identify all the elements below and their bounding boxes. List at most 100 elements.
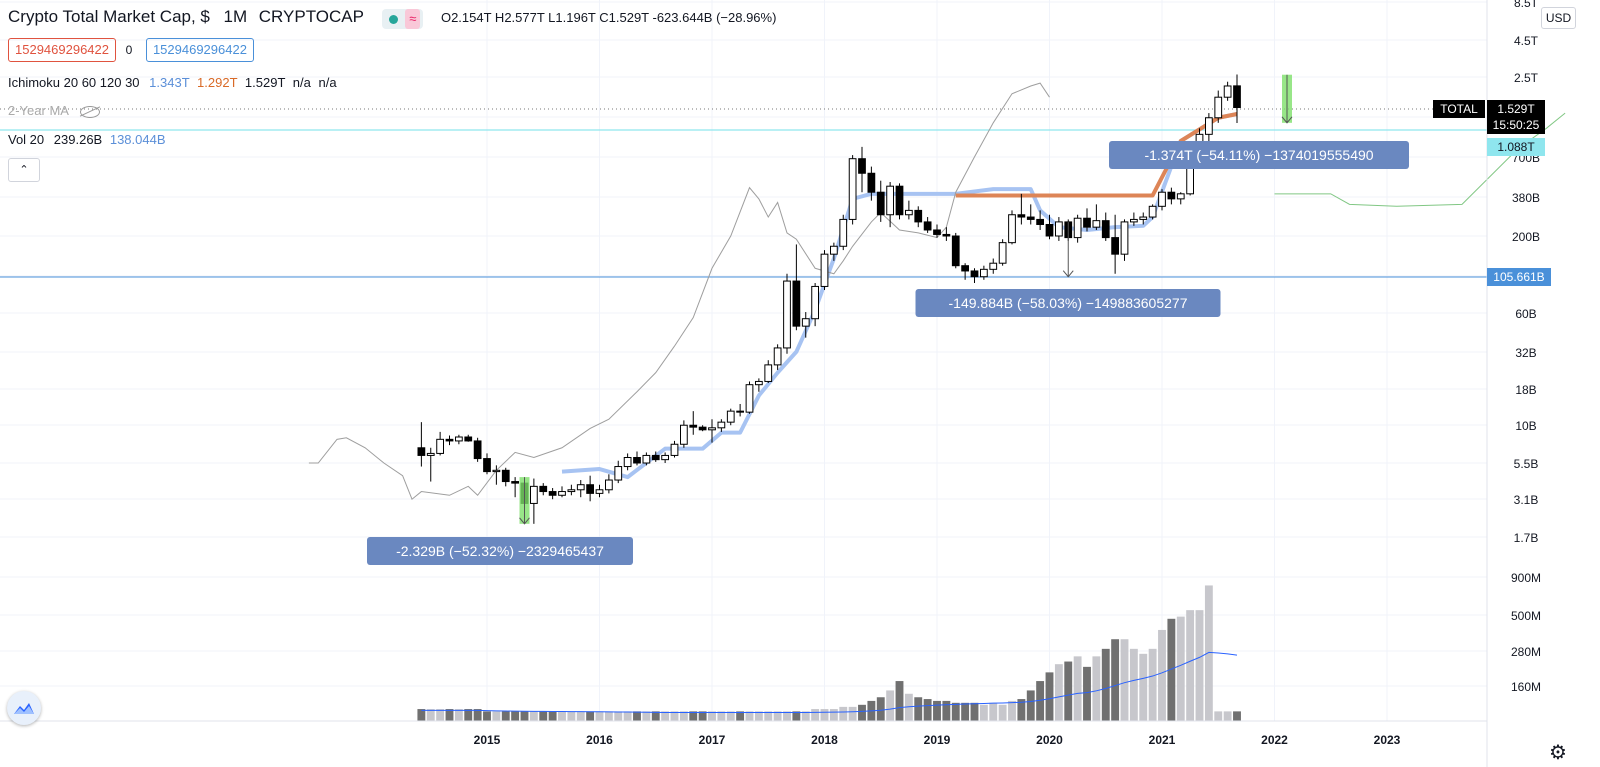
candle-body (1073, 217, 1082, 239)
volume-bar (529, 711, 538, 721)
candle-body (726, 410, 735, 423)
ma-legend[interactable]: 2-Year MA (8, 102, 100, 120)
candle-body (1036, 218, 1044, 225)
volume-bar (661, 711, 670, 721)
gear-icon[interactable]: ⚙ (1549, 742, 1567, 764)
hidden-eye-icon[interactable] (79, 105, 100, 118)
candles (417, 74, 1241, 524)
vol-v1: 239.26B (53, 132, 103, 147)
exchange-label[interactable]: CRYPTOCAP (258, 7, 364, 26)
candle-body (1148, 205, 1157, 218)
volume-bar (1073, 656, 1082, 721)
volume-bar (829, 709, 838, 721)
buy-button[interactable]: 1529469296422 (145, 38, 254, 62)
candle-body (651, 454, 660, 461)
market-status[interactable]: ≈ (381, 8, 424, 30)
wave-icon: ≈ (405, 9, 421, 30)
price-tick-label: 2.5T (1514, 71, 1539, 85)
candle-body (961, 265, 969, 272)
candle-body (886, 185, 894, 216)
volume-bar (501, 711, 510, 721)
volume-bar (1036, 681, 1045, 721)
price-tick-label: 18B (1515, 383, 1536, 397)
candle-body (1111, 237, 1119, 255)
candle-body (1158, 191, 1166, 207)
volume-bar (1054, 664, 1063, 721)
volume-bar (1158, 629, 1166, 721)
volume-bar (511, 711, 520, 721)
candle-body (689, 424, 698, 428)
volume-bar (651, 711, 660, 721)
volume-bar (595, 711, 604, 721)
horizontal-lines (0, 108, 1487, 278)
time-axis: 2015 2016 2017 2018 2019 2020 2021 2022 2023 (474, 733, 1401, 747)
collapse-legend-button[interactable]: ⌃ (8, 158, 40, 182)
last-price-label: 1.529T (1497, 102, 1535, 116)
candle-body (867, 172, 876, 193)
candle-body (633, 457, 641, 464)
volume-bar (970, 702, 979, 721)
vol-name: Vol 20 (8, 132, 45, 147)
volume-bar (820, 709, 829, 721)
candle-body (530, 485, 538, 504)
candle-body (923, 221, 932, 231)
volume-bar (1017, 699, 1026, 721)
candle-body (511, 481, 519, 484)
volume-bar (698, 711, 707, 721)
candle-body (436, 438, 444, 454)
candle-body (1045, 223, 1054, 237)
candle-body (1083, 217, 1091, 228)
symbol-title[interactable]: Crypto Total Market Cap, $ (8, 7, 210, 26)
candle-body (1139, 216, 1148, 220)
sell-button[interactable]: 1529469296422 (8, 38, 116, 62)
volume-bar (1233, 711, 1241, 721)
price-tick-label: 380B (1512, 191, 1540, 205)
price-tick-label: 60B (1515, 307, 1536, 321)
candle-body (483, 458, 491, 473)
volume-bar (904, 693, 913, 721)
volume-bar (979, 704, 988, 721)
volume-bar (717, 711, 726, 721)
blue-price-label: 105.661B (1493, 270, 1544, 284)
volume-bar (483, 711, 491, 721)
volume-bar (923, 699, 932, 721)
ichimoku-v2: 1.292T (197, 75, 238, 90)
title-row: Crypto Total Market Cap, $ 1M CRYPTOCAP … (8, 7, 777, 30)
candle-body (1233, 85, 1241, 109)
price-tick-label: 32B (1515, 346, 1536, 360)
volume-bar (998, 704, 1007, 721)
volume-bar (492, 711, 501, 721)
interval-label[interactable]: 1M (223, 7, 248, 26)
volume-bar (1129, 648, 1138, 721)
ichimoku-legend[interactable]: Ichimoku 20 60 120 30 1.343T 1.292T 1.52… (8, 74, 337, 92)
time-tick-label: 2019 (924, 733, 951, 747)
candle-body (745, 384, 754, 413)
volume-bar (876, 697, 885, 721)
candle-body (708, 427, 716, 431)
ohlc-values: O2.154T H2.577T L1.196T C1.529T -623.644… (440, 10, 777, 25)
candle-body (455, 436, 463, 442)
candle-body (567, 489, 576, 493)
price-tick-label: 900M (1511, 571, 1541, 585)
price-tick-label: 280M (1511, 645, 1541, 659)
volume-legend[interactable]: Vol 20 239.26B 138.044B (8, 131, 166, 149)
candle-body (801, 318, 810, 327)
candle-body (492, 469, 501, 473)
currency-button[interactable]: USD (1541, 7, 1576, 29)
candle-body (848, 158, 857, 220)
volume-bar (1176, 616, 1185, 721)
volume-bar (567, 711, 576, 721)
volume-bar (951, 702, 960, 721)
volume-bar (811, 709, 820, 721)
time-tick-label: 2022 (1261, 733, 1288, 747)
tradingview-logo-icon[interactable] (7, 691, 41, 725)
candle-body (605, 479, 613, 491)
volume-bar (858, 704, 866, 721)
candle-body (1214, 96, 1223, 119)
volume-bar (754, 711, 763, 721)
volume-bar (1195, 610, 1204, 721)
candle-body (558, 491, 566, 496)
candle-body (895, 185, 904, 216)
candle-body (1205, 117, 1213, 135)
